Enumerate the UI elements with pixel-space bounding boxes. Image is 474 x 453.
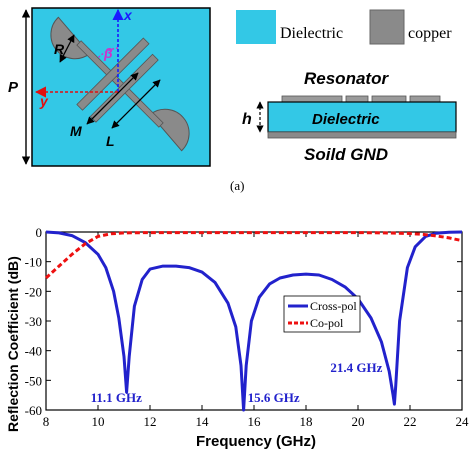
series-layer (44, 230, 463, 412)
l-dimension-arrow (111, 79, 161, 129)
resonator-strip (345, 95, 369, 103)
y-tick-label: -50 (25, 373, 42, 388)
x-axis-title: Frequency (GHz) (196, 433, 316, 450)
y-tick-label: -30 (25, 314, 42, 329)
beta-angle-arc (97, 47, 119, 59)
gnd-label: Soild GND (304, 145, 388, 164)
y-ticks: 0 -10 -20 -30 -40 -50 -60 (25, 225, 462, 418)
series-line-cross-pol (45, 230, 463, 412)
y-tick-label: -10 (25, 255, 42, 270)
x-tick-label: 14 (196, 414, 210, 429)
x-tick-label: 24 (456, 414, 470, 429)
x-tick-label: 20 (352, 414, 365, 429)
radius-label: R (54, 41, 65, 57)
unit-cell-diagram: x y β R M L P (8, 7, 211, 167)
x-axis-label: x (123, 7, 133, 23)
copper-swatch (369, 9, 405, 45)
chart-legend: Cross-pol Co-pol (283, 295, 361, 333)
thickness-label: h (242, 111, 252, 128)
resonator-title: Resonator (304, 69, 389, 88)
y-axis-label: y (39, 93, 49, 109)
annotation-label: 21.4 GHz (330, 360, 382, 375)
x-tick-label: 16 (248, 414, 262, 429)
ground-plane (267, 131, 457, 139)
x-tick-label: 8 (43, 414, 50, 429)
y-tick-label: 0 (36, 225, 43, 240)
y-axis-title: Reflection Coefficient (dB) (5, 256, 21, 432)
chart-legend-box (283, 295, 361, 333)
subfigure-caption: (a) (230, 178, 244, 193)
period-label: P (8, 79, 19, 96)
annotation-label: 15.6 GHz (248, 390, 300, 405)
beta-label: β (103, 45, 113, 61)
resonator-strip (281, 95, 343, 103)
y-tick-label: -40 (25, 344, 42, 359)
x-ticks: 8 10 12 14 16 18 20 22 24 (43, 232, 469, 429)
material-legend: Dielectric copper (236, 9, 452, 45)
reflection-chart: 0 -10 -20 -30 -40 -50 -60 8 10 12 14 16 18 20 22 24 11… (5, 225, 469, 450)
y-tick-label: -20 (25, 284, 42, 299)
y-tick-label: -60 (25, 403, 42, 418)
copper-legend-label: copper (408, 25, 452, 42)
radius-arrow (59, 34, 75, 63)
annotation-layer: 11.1 GHz 15.6 GHz 21.4 GHz (91, 360, 383, 405)
m-label: M (70, 123, 82, 139)
resonator-strip (409, 95, 441, 103)
x-tick-label: 22 (404, 414, 417, 429)
l-label: L (106, 133, 115, 149)
dielectric-legend-label: Dielectric (280, 25, 343, 42)
dielectric-swatch (236, 10, 276, 44)
x-tick-label: 18 (300, 414, 313, 429)
annotation-label: 11.1 GHz (91, 390, 143, 405)
x-tick-label: 10 (92, 414, 105, 429)
resonator-strip (371, 95, 407, 103)
dielectric-slab-label: Dielectric (312, 111, 380, 128)
series-line-co-pol (44, 231, 463, 280)
legend-label-co-pol: Co-pol (310, 316, 344, 330)
x-tick-label: 12 (144, 414, 157, 429)
side-view-diagram: Resonator Dielectric Soild GND h (242, 69, 457, 164)
legend-label-cross-pol: Cross-pol (310, 299, 357, 313)
dielectric-slab (267, 101, 457, 133)
